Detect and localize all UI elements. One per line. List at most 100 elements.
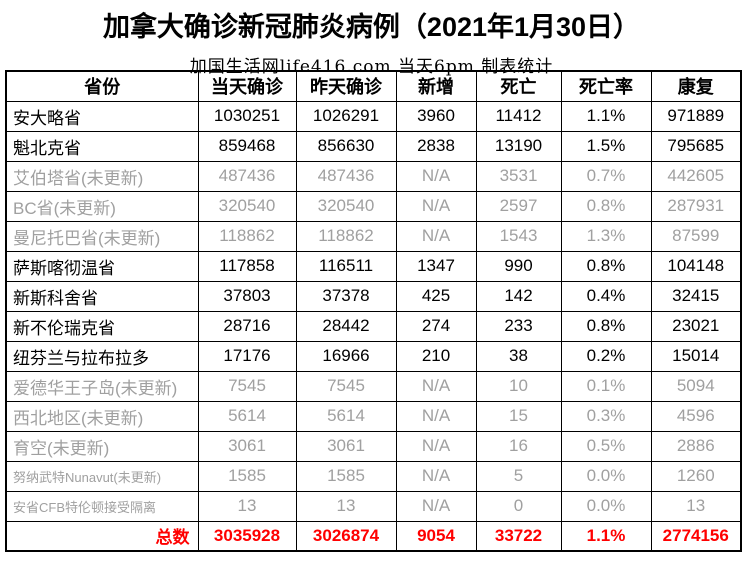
cell-yesterday-confirmed: 487436 [295, 160, 397, 192]
column-header-yesterday-confirmed: 昨天确诊 [295, 70, 397, 102]
cell-new-cases: N/A [395, 190, 477, 222]
cell-yesterday-confirmed: 1585 [295, 460, 397, 492]
cell-new-cases: N/A [395, 400, 477, 432]
cell-today-confirmed: 3035928 [197, 520, 297, 552]
cell-new-cases: 425 [395, 280, 477, 312]
cell-province: 新斯科舍省 [5, 280, 199, 312]
covid-cases-table: 省份 当天确诊 昨天确诊 新增 死亡 死亡率 康复 安大略省 1030251 1026291 39… [5, 70, 742, 552]
cell-new-cases: 9054 [395, 520, 477, 552]
cell-today-confirmed: 320540 [197, 190, 297, 222]
cell-new-cases: 274 [395, 310, 477, 342]
cell-recovered: 4596 [650, 400, 742, 432]
cell-new-cases: 3960 [395, 100, 477, 132]
cell-recovered: 442605 [650, 160, 742, 192]
cell-death-rate: 0.0% [560, 490, 652, 522]
cell-recovered: 5094 [650, 370, 742, 402]
cell-today-confirmed: 117858 [197, 250, 297, 282]
cell-recovered: 13 [650, 490, 742, 522]
cell-yesterday-confirmed: 7545 [295, 370, 397, 402]
cell-deaths: 1543 [475, 220, 562, 252]
cell-today-confirmed: 28716 [197, 310, 297, 342]
cell-deaths: 38 [475, 340, 562, 372]
cell-yesterday-confirmed: 3026874 [295, 520, 397, 552]
table-row: 艾伯塔省(未更新) 487436 487436 N/A 3531 0.7% 442605 [5, 160, 742, 192]
cell-today-confirmed: 13 [197, 490, 297, 522]
cell-new-cases: N/A [395, 430, 477, 462]
cell-death-rate: 0.8% [560, 250, 652, 282]
cell-death-rate: 0.8% [560, 310, 652, 342]
table-row: 纽芬兰与拉布拉多 17176 16966 210 38 0.2% 15014 [5, 340, 742, 372]
cell-today-confirmed: 487436 [197, 160, 297, 192]
cell-deaths: 10 [475, 370, 562, 402]
table-row: 安省CFB特伦顿接受隔离 13 13 N/A 0 0.0% 13 [5, 490, 742, 522]
cell-death-rate: 0.0% [560, 460, 652, 492]
cell-death-rate: 1.5% [560, 130, 652, 162]
column-header-recovered: 康复 [650, 70, 742, 102]
cell-deaths: 2597 [475, 190, 562, 222]
column-header-new-cases: 新增 [395, 70, 477, 102]
cell-province: 努纳武特Nunavut(未更新) [5, 460, 199, 492]
cell-yesterday-confirmed: 1026291 [295, 100, 397, 132]
table-header-row: 省份 当天确诊 昨天确诊 新增 死亡 死亡率 康复 [5, 70, 742, 102]
cell-recovered: 32415 [650, 280, 742, 312]
cell-recovered: 23021 [650, 310, 742, 342]
cell-new-cases: 2838 [395, 130, 477, 162]
cell-new-cases: N/A [395, 160, 477, 192]
cell-recovered: 971889 [650, 100, 742, 132]
cell-deaths: 233 [475, 310, 562, 342]
column-header-province: 省份 [5, 70, 199, 102]
table-row: BC省(未更新) 320540 320540 N/A 2597 0.8% 287931 [5, 190, 742, 222]
cell-province: 西北地区(未更新) [5, 400, 199, 432]
cell-death-rate: 0.2% [560, 340, 652, 372]
cell-new-cases: 210 [395, 340, 477, 372]
cell-yesterday-confirmed: 118862 [295, 220, 397, 252]
cell-yesterday-confirmed: 320540 [295, 190, 397, 222]
cell-province: 艾伯塔省(未更新) [5, 160, 199, 192]
cell-province: 安省CFB特伦顿接受隔离 [5, 490, 199, 522]
cell-deaths: 11412 [475, 100, 562, 132]
table-row: 安大略省 1030251 1026291 3960 11412 1.1% 971889 [5, 100, 742, 132]
cell-today-confirmed: 859468 [197, 130, 297, 162]
table-row: 新不伦瑞克省 28716 28442 274 233 0.8% 23021 [5, 310, 742, 342]
cell-today-confirmed: 1585 [197, 460, 297, 492]
cell-today-confirmed: 7545 [197, 370, 297, 402]
cell-deaths: 15 [475, 400, 562, 432]
cell-province: 安大略省 [5, 100, 199, 132]
cell-province: 曼尼托巴省(未更新) [5, 220, 199, 252]
cell-death-rate: 0.3% [560, 400, 652, 432]
cell-province: 萨斯喀彻温省 [5, 250, 199, 282]
cell-province: 育空(未更新) [5, 430, 199, 462]
cell-province: 总数 [5, 520, 199, 552]
page-title: 加拿大确诊新冠肺炎病例（2021年1月30日） [102, 12, 641, 42]
table-header: 省份 当天确诊 昨天确诊 新增 死亡 死亡率 康复 [5, 70, 742, 102]
cell-province: 爱德华王子岛(未更新) [5, 370, 199, 402]
cell-recovered: 104148 [650, 250, 742, 282]
cell-deaths: 142 [475, 280, 562, 312]
cell-today-confirmed: 17176 [197, 340, 297, 372]
cell-death-rate: 0.4% [560, 280, 652, 312]
table-row: 爱德华王子岛(未更新) 7545 7545 N/A 10 0.1% 5094 [5, 370, 742, 402]
cell-death-rate: 0.8% [560, 190, 652, 222]
column-header-deaths: 死亡 [475, 70, 562, 102]
cell-province: 新不伦瑞克省 [5, 310, 199, 342]
cell-today-confirmed: 3061 [197, 430, 297, 462]
cell-yesterday-confirmed: 16966 [295, 340, 397, 372]
cell-deaths: 13190 [475, 130, 562, 162]
cell-recovered: 15014 [650, 340, 742, 372]
table-row: 萨斯喀彻温省 117858 116511 1347 990 0.8% 104148 [5, 250, 742, 282]
cell-death-rate: 1.3% [560, 220, 652, 252]
table-row: 魁北克省 859468 856630 2838 13190 1.5% 795685 [5, 130, 742, 162]
cell-deaths: 3531 [475, 160, 562, 192]
table-row: 育空(未更新) 3061 3061 N/A 16 0.5% 2886 [5, 430, 742, 462]
table-row: 曼尼托巴省(未更新) 118862 118862 N/A 1543 1.3% 87599 [5, 220, 742, 252]
cell-today-confirmed: 118862 [197, 220, 297, 252]
cell-deaths: 990 [475, 250, 562, 282]
cell-recovered: 795685 [650, 130, 742, 162]
totals-row: 总数 3035928 3026874 9054 33722 1.1% 2774156 [5, 520, 742, 552]
cell-recovered: 87599 [650, 220, 742, 252]
cell-province: BC省(未更新) [5, 190, 199, 222]
cell-recovered: 2774156 [650, 520, 742, 552]
cell-today-confirmed: 1030251 [197, 100, 297, 132]
cell-deaths: 5 [475, 460, 562, 492]
